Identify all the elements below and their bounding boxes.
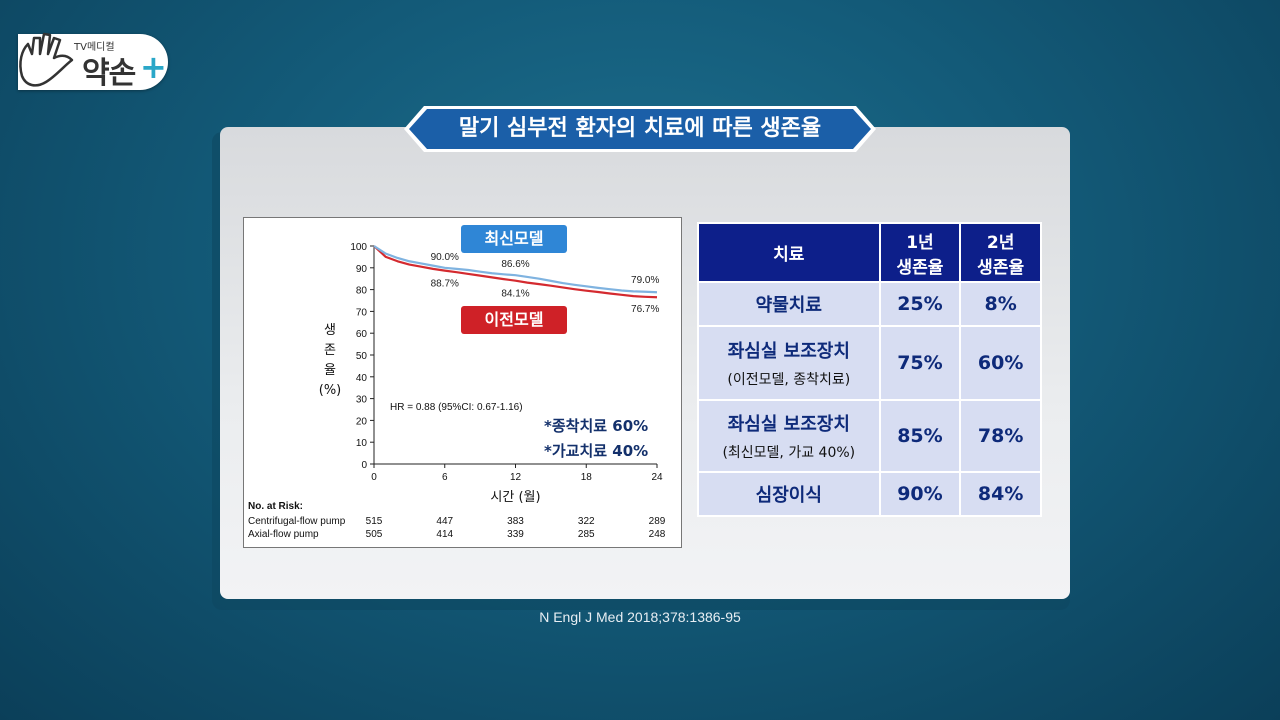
- row-2yr: 8%: [961, 283, 1040, 325]
- header-1yr: 1년 생존율: [880, 224, 960, 281]
- risk-value: 285: [577, 529, 595, 540]
- row-treatment: 약물치료: [699, 283, 879, 325]
- row-1yr: 85%: [880, 401, 960, 471]
- y-tick-label: 90: [356, 264, 368, 275]
- header-2yr: 2년 생존율: [961, 224, 1040, 281]
- header-treatment: 치료: [699, 224, 879, 281]
- table-row: 심장이식 90% 84%: [699, 473, 1040, 515]
- legend-tag-old: 이전모델: [461, 306, 567, 334]
- row-2yr: 60%: [961, 327, 1040, 399]
- risk-value: 383: [507, 516, 524, 527]
- risk-value: 515: [365, 516, 383, 527]
- y-axis-label: 율: [324, 363, 336, 378]
- table-header-row: 치료 1년 생존율 2년 생존율: [699, 224, 1040, 281]
- table-row: 좌심실 보조장치 (이전모델, 종착치료) 75% 60%: [699, 327, 1040, 399]
- row-treatment-label: 좌심실 보조장치: [727, 341, 850, 362]
- row-treatment-sub: (이전모델, 종착치료): [727, 372, 851, 388]
- row-treatment: 좌심실 보조장치 (최신모델, 가교 40%): [699, 401, 879, 471]
- header-1yr-line2: 생존율: [896, 257, 944, 278]
- data-label: 88.7%: [431, 279, 459, 290]
- y-tick-label: 0: [361, 460, 367, 471]
- data-label: 84.1%: [501, 289, 529, 300]
- y-tick-label: 20: [356, 416, 368, 427]
- risk-value: 447: [436, 516, 454, 527]
- risk-label-centrifugal: Centrifugal-flow pump: [248, 516, 346, 527]
- data-label: 90.0%: [431, 252, 459, 263]
- x-axis-label: 시간 (월): [490, 490, 540, 505]
- y-tick-label: 60: [356, 329, 368, 340]
- header-2yr-line1: 2년: [986, 232, 1015, 253]
- note-bridge: *가교치료 40%: [544, 442, 649, 460]
- logo-name: 약손: [82, 56, 136, 91]
- row-2yr: 78%: [961, 401, 1040, 471]
- header-1yr-line1: 1년: [906, 232, 934, 253]
- y-tick-label: 50: [356, 351, 368, 362]
- x-tick-label: 24: [651, 472, 663, 483]
- row-treatment-label: 좌심실 보조장치: [727, 414, 850, 435]
- banner-shape: [404, 106, 876, 152]
- chart-svg: 0 10 20 30 40 50 60 70 80 90 100 0 6 12 18 24 시간 (월) 생존율 (…: [319, 242, 663, 505]
- risk-header: No. at Risk:: [248, 501, 304, 512]
- note-destination: *종착치료 60%: [544, 417, 649, 435]
- row-1yr: 75%: [880, 327, 960, 399]
- y-tick-label: 80: [356, 286, 368, 297]
- logo-plus: +: [140, 48, 167, 86]
- logo: TV메디컬 약손 +: [18, 32, 168, 91]
- row-1yr: 90%: [880, 473, 960, 515]
- legend-tag-new: 최신모델: [461, 225, 567, 253]
- title-banner: 말기 심부전 환자의 치료에 따른 생존율: [402, 104, 878, 154]
- data-label: 79.0%: [631, 275, 659, 286]
- risk-value: 414: [436, 529, 454, 540]
- y-axis-label: (%): [319, 383, 342, 398]
- data-label: 76.7%: [631, 304, 659, 315]
- row-treatment-label: 약물치료: [755, 295, 822, 316]
- row-treatment: 좌심실 보조장치 (이전모델, 종착치료): [699, 327, 879, 399]
- header-2yr-line2: 생존율: [977, 257, 1025, 278]
- x-tick-label: 0: [371, 472, 377, 483]
- y-tick-label: 70: [356, 307, 368, 318]
- x-tick-label: 12: [510, 472, 522, 483]
- page-title: 말기 심부전 환자의 치료에 따른 생존율: [458, 116, 822, 141]
- hr-text: HR = 0.88 (95%CI: 0.67-1.16): [390, 402, 523, 413]
- survival-chart: 0 10 20 30 40 50 60 70 80 90 100 0 6 12 18 24 시간 (월) 생 존 율 (…: [243, 217, 682, 548]
- series-line-old: [373, 245, 658, 299]
- risk-value: 339: [507, 529, 524, 540]
- risk-value: 248: [648, 529, 666, 540]
- data-label: 86.6%: [501, 259, 529, 270]
- risk-value: 289: [648, 516, 666, 527]
- survival-table: 치료 1년 생존율 2년 생존율 약물치료 25% 8% 좌심실 보조장치 (이…: [697, 222, 1042, 517]
- row-treatment-sub: (최신모델, 가교 40%): [722, 445, 856, 461]
- y-tick-label: 40: [356, 373, 368, 384]
- y-tick-label: 10: [356, 438, 368, 449]
- row-treatment: 심장이식: [699, 473, 879, 515]
- y-tick-label: 30: [356, 395, 368, 406]
- y-tick-label: 100: [350, 242, 367, 253]
- table-row: 약물치료 25% 8%: [699, 283, 1040, 325]
- risk-label-axial: Axial-flow pump: [248, 529, 319, 540]
- hand-icon: [19, 32, 74, 87]
- risk-value: 322: [577, 516, 595, 527]
- risk-value: 505: [365, 529, 383, 540]
- row-2yr: 84%: [961, 473, 1040, 515]
- row-1yr: 25%: [880, 283, 960, 325]
- y-axis-label: 생: [324, 323, 336, 338]
- logo-subtitle: TV메디컬: [74, 42, 115, 53]
- row-treatment-label: 심장이식: [755, 485, 822, 506]
- series-line-new: [373, 245, 658, 294]
- source-citation: N Engl J Med 2018;378:1386-95: [539, 609, 741, 625]
- y-axis-label: 존: [324, 343, 336, 358]
- x-tick-label: 6: [442, 472, 448, 483]
- x-tick-label: 18: [581, 472, 593, 483]
- table-row: 좌심실 보조장치 (최신모델, 가교 40%) 85% 78%: [699, 401, 1040, 471]
